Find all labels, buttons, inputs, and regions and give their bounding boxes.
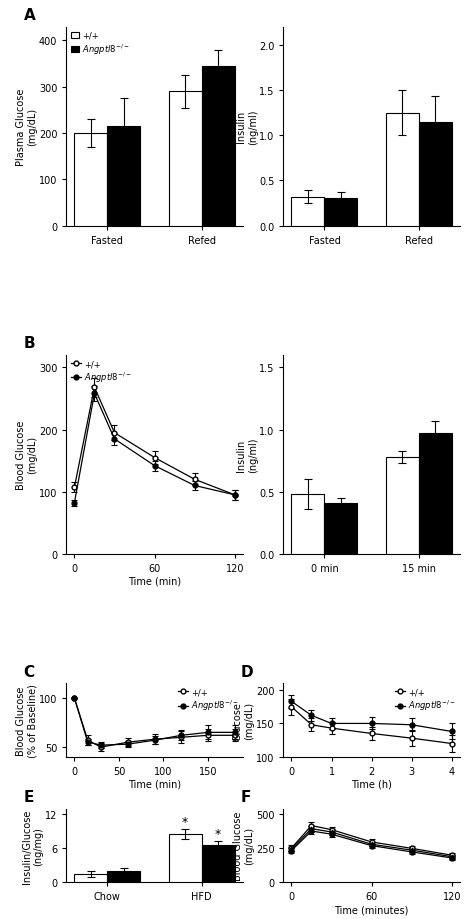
Bar	[324, 199, 357, 226]
Bar	[108, 871, 140, 882]
Legend: +/+, $\it{Angptl8}$$^{-/-}$: +/+, $\it{Angptl8}$$^{-/-}$	[178, 687, 238, 712]
Bar	[169, 92, 202, 226]
Bar	[108, 127, 140, 226]
Y-axis label: Insulin
(ng/ml): Insulin (ng/ml)	[236, 109, 258, 144]
Text: F: F	[241, 789, 251, 804]
Bar	[169, 834, 202, 882]
X-axis label: Time (min): Time (min)	[128, 576, 181, 586]
Bar	[202, 845, 235, 882]
Legend: +/+, $\it{Angptl8}$$^{-/-}$: +/+, $\it{Angptl8}$$^{-/-}$	[395, 687, 456, 712]
Text: E: E	[24, 789, 34, 804]
X-axis label: Time (h): Time (h)	[351, 779, 392, 789]
Y-axis label: Plasma Glucose
(mg/dL): Plasma Glucose (mg/dL)	[16, 88, 37, 165]
Text: C: C	[24, 664, 35, 679]
Legend: +/+, $\it{Angptl8}$$^{-/-}$: +/+, $\it{Angptl8}$$^{-/-}$	[71, 32, 130, 57]
Bar	[74, 134, 108, 226]
Bar	[74, 874, 108, 882]
Text: D: D	[241, 664, 254, 679]
Y-axis label: Blood Glucose
(mg/dL): Blood Glucose (mg/dL)	[233, 811, 255, 880]
X-axis label: Time (minutes): Time (minutes)	[335, 904, 409, 914]
Y-axis label: Insulin/Glucose
(ng/mg): Insulin/Glucose (ng/mg)	[22, 809, 44, 882]
Y-axis label: Insulin
(ng/ml): Insulin (ng/ml)	[236, 437, 258, 472]
Bar	[324, 504, 357, 554]
Text: *: *	[215, 827, 221, 840]
Bar	[292, 198, 324, 226]
Bar	[419, 122, 452, 226]
Text: *: *	[182, 815, 188, 828]
Y-axis label: Blood Glucose
(mg/dL): Blood Glucose (mg/dL)	[16, 420, 37, 490]
Bar	[419, 434, 452, 554]
Y-axis label: Glucose
(mg/dL): Glucose (mg/dL)	[233, 701, 255, 740]
Bar	[202, 67, 235, 226]
Text: B: B	[24, 336, 36, 351]
Bar	[386, 458, 419, 554]
Y-axis label: Blood Glucose
(% of Baseline): Blood Glucose (% of Baseline)	[16, 684, 37, 757]
Legend: +/+, $\it{Angptl8}$$^{-/-}$: +/+, $\it{Angptl8}$$^{-/-}$	[71, 359, 131, 385]
X-axis label: Time (min): Time (min)	[128, 779, 181, 789]
Bar	[386, 113, 419, 226]
Bar	[292, 494, 324, 554]
Text: A: A	[24, 8, 36, 23]
